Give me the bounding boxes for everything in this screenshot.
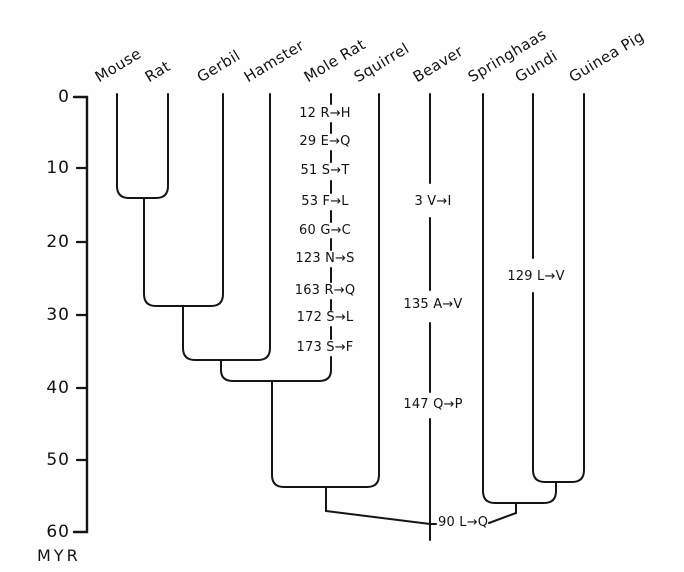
mutation-label-135AV: 135 A→V: [403, 297, 463, 312]
mutation-label-12RH: 12 R→H: [299, 106, 351, 121]
mutation-label-123NS: 123 N→S: [295, 251, 355, 266]
tick-label-10: 10: [46, 158, 70, 178]
branch-mouse-rat: [116, 93, 169, 199]
mutation-label-163RQ: 163 R→Q: [294, 283, 356, 298]
tick-label-40: 40: [46, 378, 70, 398]
mutation-label-90LQ: 90 L→Q: [438, 515, 489, 530]
tick-label-30: 30: [46, 305, 70, 325]
mutation-label-3VI: 3 V→I: [414, 194, 452, 209]
time-axis: [72, 95, 89, 534]
mutation-label-173SF: 173 S→F: [296, 340, 354, 355]
tick-label-50: 50: [46, 450, 70, 470]
branch-root-right: [488, 502, 517, 524]
mutation-label-29EQ: 29 E→Q: [299, 134, 351, 149]
axis-ticks: [75, 166, 89, 462]
mutation-label-60GC: 60 G→C: [299, 223, 351, 238]
branch-molerat-join: [220, 356, 332, 382]
mutation-label-172SL: 172 S→L: [296, 310, 354, 325]
tree-branches: [116, 93, 585, 541]
branch-springhaas-join: [482, 93, 557, 504]
branch-hamster-join: [182, 93, 271, 361]
branch-gundi-guineapig: [532, 93, 585, 483]
branch-gerbil-join: [143, 93, 224, 307]
tick-label-60: 60: [46, 522, 70, 542]
mutation-label-129LV: 129 L→V: [507, 269, 565, 284]
tick-label-0: 0: [58, 87, 70, 107]
branch-root-left: [325, 486, 437, 525]
mutation-label-51ST: 51 S→T: [300, 163, 350, 178]
mutation-label-147QP: 147 Q→P: [403, 397, 463, 412]
axis-unit-label: MYR: [37, 546, 81, 565]
tick-label-20: 20: [46, 232, 70, 252]
mutation-label-53FL: 53 F→L: [301, 194, 349, 209]
